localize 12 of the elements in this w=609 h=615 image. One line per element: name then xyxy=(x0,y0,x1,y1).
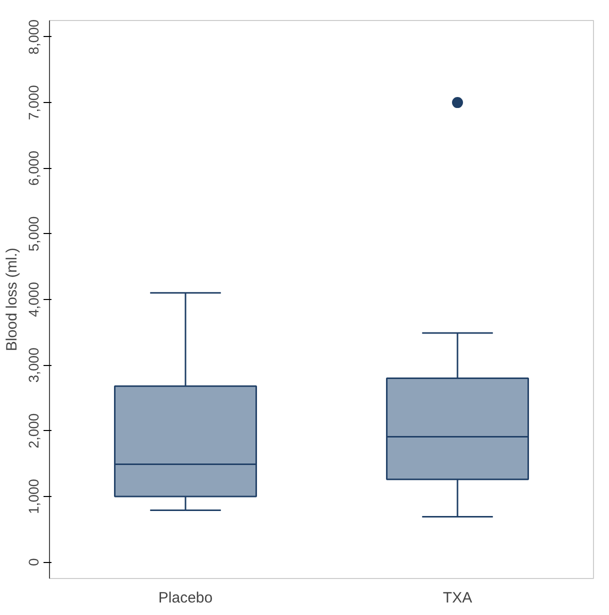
y-tick-label: 7,000 xyxy=(26,84,42,120)
y-tick-label: 1,000 xyxy=(26,478,42,514)
y-tick-label: 8,000 xyxy=(26,19,42,54)
y-axis-title: Blood loss (ml.) xyxy=(4,248,20,352)
y-tick-label: 5,000 xyxy=(26,216,42,252)
y-tick-label: 0 xyxy=(26,558,42,566)
x-tick-label: Placebo xyxy=(158,590,213,606)
y-tick-label: 4,000 xyxy=(26,282,42,318)
x-tick-label: TXA xyxy=(442,590,472,606)
y-tick-label: 3,000 xyxy=(26,347,42,383)
y-tick-label: 6,000 xyxy=(26,150,42,186)
y-tick-label: 2,000 xyxy=(26,413,42,448)
